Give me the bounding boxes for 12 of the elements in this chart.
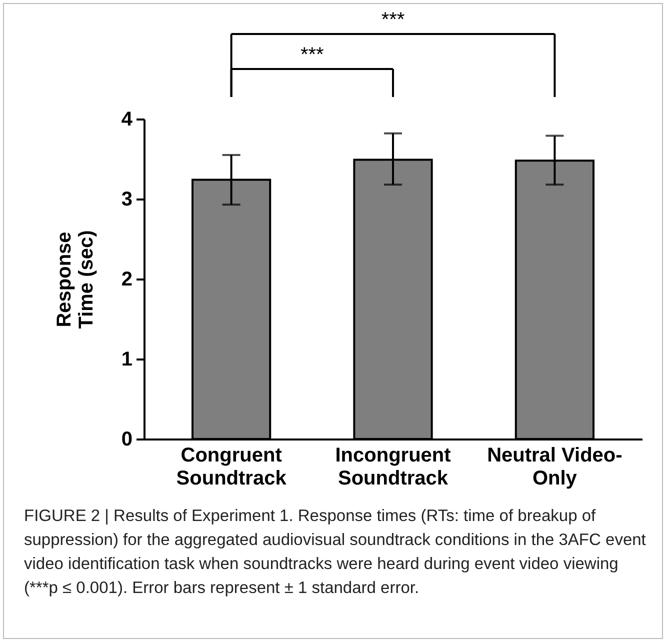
caption: FIGURE 2 | Results of Experiment 1. Response times (RTs: time of breakup of suppression) for the aggregated audiovisual soundtrack conditions in the 3AFC event video identification task when soundtracks were heard during event video viewing (***p ≤ 0.001). Error bars represent ± 1 standard error. [24, 506, 647, 599]
text: *** [300, 44, 324, 66]
text: *** [381, 9, 405, 31]
y-tick-label: 0 [121, 428, 132, 450]
y-tick-label: 3 [121, 188, 132, 210]
y-axis-title: Response Time (sec) [53, 230, 98, 329]
y-tick-label: 2 [121, 268, 132, 290]
y-tick-label: 4 [121, 108, 134, 130]
x-tick-label: Congruent Soundtrack [176, 444, 288, 490]
y-tick-label: 1 [121, 348, 132, 370]
x-tick-label: Neutral Video-Only [487, 444, 622, 490]
x-tick-label: Incongruent Soundtrack [335, 444, 452, 490]
